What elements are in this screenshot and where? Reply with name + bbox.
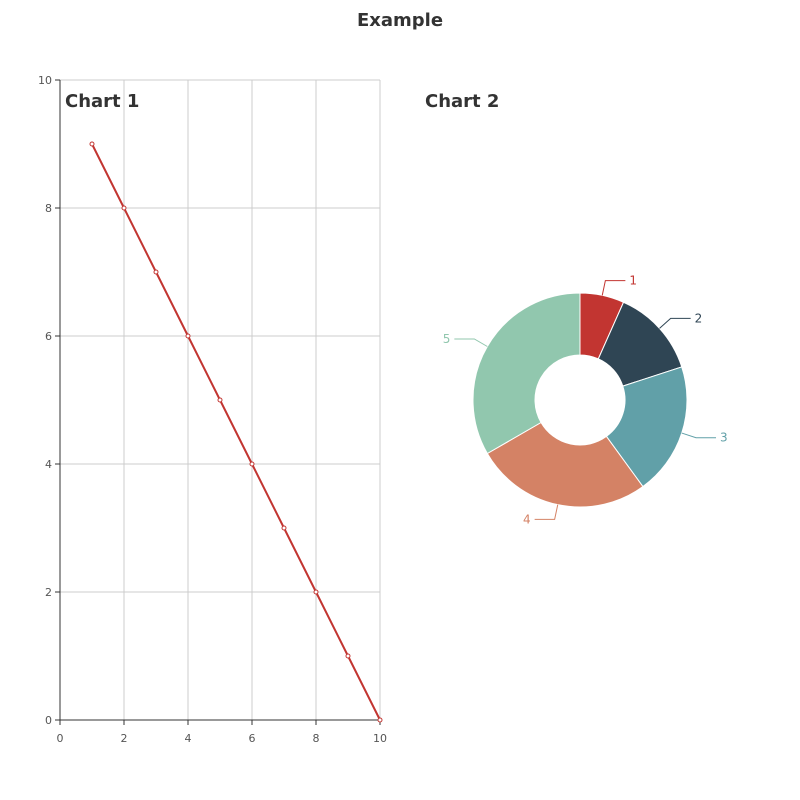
pie-leader-line bbox=[534, 504, 559, 520]
data-point bbox=[281, 525, 287, 531]
pie-slice-label: 2 bbox=[695, 311, 703, 325]
data-point bbox=[153, 269, 159, 275]
chart2-title: Chart 2 bbox=[425, 91, 500, 112]
y-tick-label: 10 bbox=[38, 74, 52, 87]
pie-leader-line bbox=[681, 432, 717, 439]
data-point bbox=[121, 205, 127, 211]
pie-slice-label: 5 bbox=[443, 332, 451, 346]
pie-slice bbox=[486, 421, 644, 508]
pie-slice bbox=[605, 366, 688, 488]
pie-slice-label: 1 bbox=[629, 274, 637, 288]
y-tick-label: 8 bbox=[45, 202, 52, 215]
data-point bbox=[89, 141, 95, 147]
main-title: Example bbox=[356, 10, 444, 31]
chart1-title: Chart 1 bbox=[65, 91, 140, 112]
x-tick-label: 10 bbox=[373, 732, 387, 745]
x-tick-label: 8 bbox=[313, 732, 320, 745]
x-tick-label: 6 bbox=[249, 732, 256, 745]
pie-leader-line bbox=[601, 280, 626, 296]
data-point bbox=[249, 461, 255, 467]
x-tick-label: 0 bbox=[57, 732, 64, 745]
data-point bbox=[345, 653, 351, 659]
data-point bbox=[377, 717, 383, 723]
x-tick-label: 4 bbox=[185, 732, 192, 745]
pie-slice bbox=[472, 292, 581, 455]
y-tick-label: 2 bbox=[45, 586, 52, 599]
pie-leader-line bbox=[659, 317, 691, 329]
x-tick-label: 2 bbox=[121, 732, 128, 745]
pie-slice-label: 4 bbox=[523, 512, 531, 526]
pie-slice-label: 3 bbox=[720, 431, 728, 445]
pie-leader-line bbox=[454, 338, 488, 347]
data-point bbox=[313, 589, 319, 595]
series-line bbox=[91, 143, 381, 721]
data-point bbox=[185, 333, 191, 339]
y-tick-label: 6 bbox=[45, 330, 52, 343]
y-tick-label: 4 bbox=[45, 458, 52, 471]
y-tick-label: 0 bbox=[45, 714, 52, 727]
data-point bbox=[217, 397, 223, 403]
